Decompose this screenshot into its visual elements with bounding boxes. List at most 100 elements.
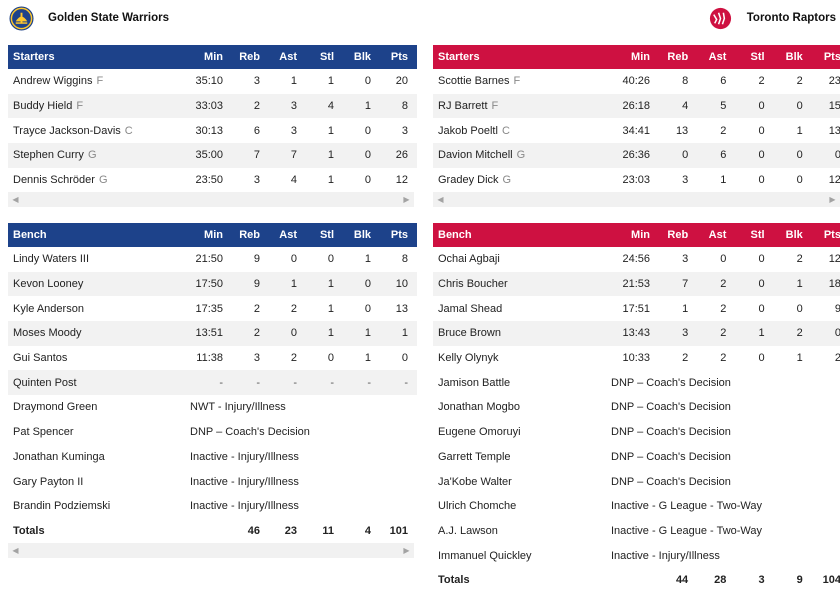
stat-pts: 13: [828, 124, 840, 137]
player-name[interactable]: Kevon Looney: [13, 278, 84, 291]
player-name[interactable]: Dennis Schröder: [13, 174, 95, 187]
column-header-stl[interactable]: Stl: [735, 45, 774, 69]
column-header-stl[interactable]: Stl: [735, 223, 774, 247]
stat-stl: 0: [758, 174, 765, 187]
horizontal-scrollbar[interactable]: ◀ ▶: [433, 192, 840, 208]
player-status: DNP – Coach's Decision: [611, 376, 731, 389]
player-name[interactable]: Moses Moody: [13, 327, 82, 340]
player-status: DNP – Coach's Decision: [611, 401, 731, 414]
column-header-blk[interactable]: Blk: [773, 223, 812, 247]
player-name[interactable]: A.J. Lawson: [438, 524, 498, 537]
inactive-player-row: Immanuel Quickley Inactive - Injury/Illne…: [433, 543, 840, 568]
player-name[interactable]: Gary Payton II: [13, 475, 84, 488]
player-cell: Bruce Brown: [433, 321, 611, 346]
stat-ast: 6: [720, 75, 727, 88]
player-name[interactable]: Pat Spencer: [13, 426, 74, 439]
player-row: Gui Santos 11:38 3 2 0 1 0: [8, 346, 417, 371]
player-cell: Gary Payton II: [8, 469, 190, 494]
player-name[interactable]: Kyle Anderson: [13, 302, 84, 315]
column-header-min[interactable]: Min: [190, 45, 232, 69]
player-name[interactable]: Scottie Barnes: [438, 75, 510, 88]
player-name[interactable]: Ja'Kobe Walter: [438, 475, 512, 488]
column-header-ast[interactable]: Ast: [269, 223, 306, 247]
inactive-player-row: Jamison Battle DNP – Coach's Decision: [433, 370, 840, 395]
scroll-left-icon[interactable]: ◀: [12, 195, 19, 205]
scroll-right-icon[interactable]: ▶: [829, 195, 836, 205]
column-header-stl[interactable]: Stl: [306, 45, 343, 69]
horizontal-scrollbar[interactable]: ◀ ▶: [8, 543, 414, 559]
player-name[interactable]: Gui Santos: [13, 352, 68, 365]
player-name[interactable]: Ulrich Chomche: [438, 500, 517, 513]
column-header-blk[interactable]: Blk: [343, 223, 380, 247]
column-header-stl[interactable]: Stl: [306, 223, 343, 247]
player-name[interactable]: Davion Mitchell: [438, 149, 513, 162]
column-header-reb[interactable]: Reb: [659, 223, 698, 247]
column-header-pts[interactable]: Pts: [380, 45, 417, 69]
column-header-blk[interactable]: Blk: [773, 45, 812, 69]
scroll-left-icon[interactable]: ◀: [437, 195, 444, 205]
column-header-reb[interactable]: Reb: [232, 223, 269, 247]
column-header-pts[interactable]: Pts: [380, 223, 417, 247]
stat-ast: 2: [720, 352, 727, 365]
home-team-name[interactable]: Golden State Warriors: [48, 12, 169, 24]
stat-pts: 13: [395, 302, 408, 315]
horizontal-scrollbar[interactable]: ◀ ▶: [8, 192, 414, 208]
player-name[interactable]: Buddy Hield: [13, 100, 73, 113]
player-name[interactable]: Kelly Olynyk: [438, 352, 499, 365]
stat-reb: 6: [253, 124, 260, 137]
column-header-ast[interactable]: Ast: [269, 45, 306, 69]
column-header-min[interactable]: Min: [611, 223, 659, 247]
player-name[interactable]: Chris Boucher: [438, 278, 508, 291]
player-name[interactable]: Draymond Green: [13, 401, 98, 414]
player-cell: Jonathan Kuminga: [8, 445, 190, 470]
stat-ast: 2: [697, 321, 736, 346]
player-name[interactable]: Garrett Temple: [438, 450, 511, 463]
column-header-pts[interactable]: Pts: [811, 223, 840, 247]
column-header-min[interactable]: Min: [190, 223, 232, 247]
player-cell: Gradey Dick G: [433, 168, 611, 193]
column-header-reb[interactable]: Reb: [659, 45, 698, 69]
column-header-pts[interactable]: Pts: [811, 45, 840, 69]
player-name[interactable]: Immanuel Quickley: [438, 549, 532, 562]
stat-blk: 0: [364, 124, 371, 137]
player-name[interactable]: Trayce Jackson-Davis: [13, 124, 121, 137]
player-status: DNP – Coach's Decision: [611, 475, 731, 488]
player-name[interactable]: Quinten Post: [13, 376, 77, 389]
total-blk: 4: [364, 524, 371, 537]
stat-stl: 2: [758, 75, 765, 88]
inactive-player-row: Pat Spencer DNP – Coach's Decision: [8, 420, 417, 445]
player-name[interactable]: Bruce Brown: [438, 327, 501, 340]
column-header-ast[interactable]: Ast: [697, 45, 736, 69]
player-name[interactable]: Jakob Poeltl: [438, 124, 498, 137]
stat-stl: 1: [306, 143, 343, 168]
column-header-blk[interactable]: Blk: [343, 45, 380, 69]
away-team-name[interactable]: Toronto Raptors: [746, 12, 836, 24]
player-name[interactable]: Ochai Agbaji: [438, 253, 500, 266]
player-name[interactable]: Andrew Wiggins: [13, 75, 93, 88]
stat-reb: 3: [682, 253, 689, 266]
player-name[interactable]: RJ Barrett: [438, 100, 488, 113]
player-name[interactable]: Lindy Waters III: [13, 253, 90, 266]
scroll-right-icon[interactable]: ▶: [403, 195, 410, 205]
column-header-ast[interactable]: Ast: [697, 223, 736, 247]
stat-stl: 0: [735, 271, 774, 297]
stat-min: 33:03: [190, 93, 232, 119]
player-name[interactable]: Jamison Battle: [438, 376, 511, 389]
scroll-right-icon[interactable]: ▶: [403, 546, 410, 556]
player-name[interactable]: Stephen Curry: [13, 149, 84, 162]
player-name[interactable]: Brandin Podziemski: [13, 500, 111, 513]
player-name[interactable]: Gradey Dick: [438, 174, 499, 187]
total-pts: 101: [389, 524, 408, 537]
player-name[interactable]: Jonathan Mogbo: [438, 401, 520, 414]
inactive-player-row: Garrett Temple DNP – Coach's Decision: [433, 445, 840, 470]
column-header-min[interactable]: Min: [611, 45, 659, 69]
player-name[interactable]: Jamal Shead: [438, 302, 503, 315]
player-cell: Jamal Shead: [433, 296, 611, 321]
scroll-left-icon[interactable]: ◀: [12, 546, 19, 556]
player-row: Chris Boucher 21:53 7 2 0 1 18: [433, 271, 840, 297]
stat-blk: 0: [364, 75, 371, 88]
stat-blk: 0: [364, 174, 371, 187]
player-name[interactable]: Jonathan Kuminga: [13, 450, 105, 463]
column-header-reb[interactable]: Reb: [232, 45, 269, 69]
player-name[interactable]: Eugene Omoruyi: [438, 426, 521, 439]
